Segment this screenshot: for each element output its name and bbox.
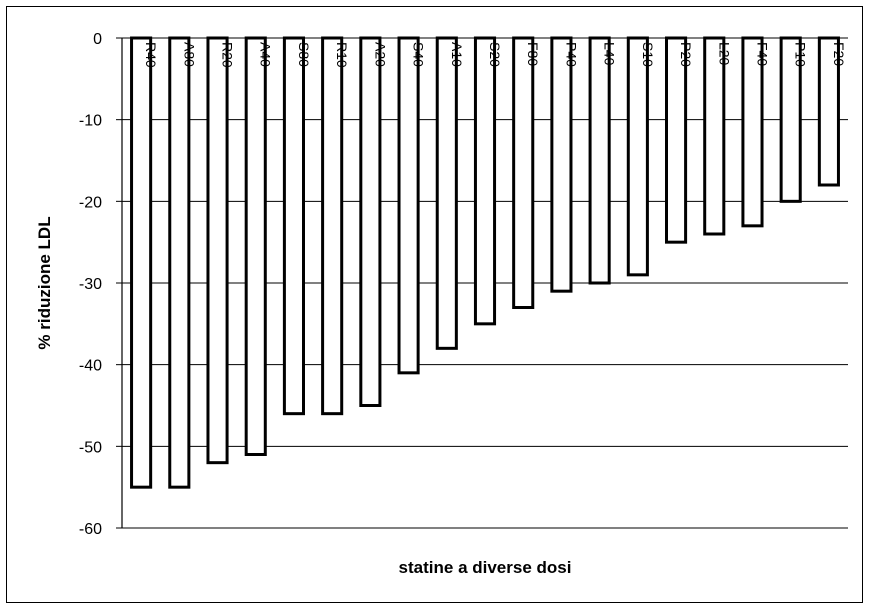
bar-l20 (703, 36, 726, 236)
y-tick-label: -40 (79, 358, 102, 375)
y-axis-title: % riduzione LDL (35, 216, 54, 349)
y-tick-label: -20 (79, 194, 102, 211)
bar-s10 (626, 36, 649, 277)
bar-r40 (130, 36, 153, 489)
gridlines (116, 37, 848, 529)
y-tick-labels: 0 -10 -20 -30 -40 -50 -60 (79, 31, 102, 538)
category-label: R10 (334, 42, 350, 68)
category-label: P40 (563, 42, 579, 67)
y-tick-label: 0 (93, 31, 102, 48)
category-label: S80 (296, 42, 312, 67)
category-label: A20 (372, 42, 388, 67)
bar-l40 (588, 36, 611, 285)
bar-a40 (244, 36, 267, 456)
bar-p40 (550, 36, 573, 293)
bar-s20 (473, 36, 497, 326)
bar-p20 (665, 36, 688, 244)
category-label: A40 (258, 42, 274, 67)
category-label: S40 (411, 42, 427, 67)
bar-s40 (397, 36, 420, 375)
bars (130, 36, 840, 489)
bar-f80 (512, 36, 535, 309)
bar-a80 (168, 36, 191, 489)
bar-a10 (435, 36, 458, 350)
category-label: S10 (640, 42, 656, 67)
category-label: L20 (716, 42, 732, 66)
category-label: A10 (449, 42, 465, 67)
category-labels: R40 A80 R20 A40 S80 R10 A20 S40 A10 S20 F80 P40 L40 S… (143, 42, 847, 68)
category-label: F80 (525, 42, 541, 66)
x-axis-title: statine a diverse dosi (399, 558, 572, 577)
category-label: R20 (220, 42, 236, 68)
category-label: F40 (754, 42, 770, 66)
category-label: R40 (143, 42, 159, 68)
y-tick-label: -30 (79, 276, 102, 293)
y-tick-label: -10 (79, 113, 102, 130)
bar-s80 (282, 36, 306, 416)
category-label: P10 (793, 42, 809, 67)
bar-f20 (817, 36, 840, 187)
bar-f40 (741, 36, 764, 228)
category-label: P20 (678, 42, 694, 67)
bar-a20 (359, 36, 382, 407)
bar-r10 (321, 36, 344, 416)
y-tick-label: -60 (79, 521, 102, 538)
category-label: L40 (602, 42, 618, 66)
bar-r20 (206, 36, 229, 465)
y-tick-label: -50 (79, 439, 102, 456)
bar-p10 (779, 36, 802, 203)
category-label: F20 (831, 42, 847, 66)
category-label: A80 (181, 42, 197, 67)
category-label: S20 (487, 42, 503, 67)
